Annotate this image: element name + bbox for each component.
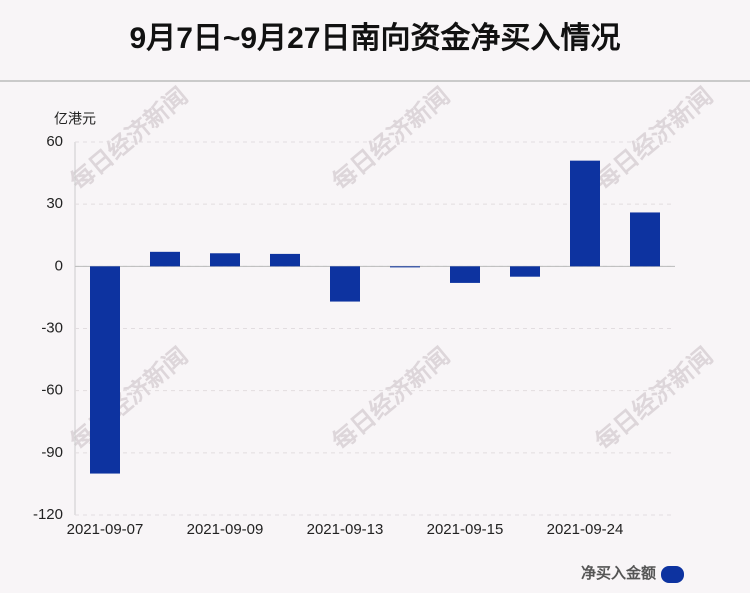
y-tick-label: 0 [55,257,63,274]
bar [450,266,480,283]
x-tick-label: 2021-09-24 [547,521,624,538]
y-tick-label: 60 [46,133,63,150]
y-tick-label: -120 [33,506,63,523]
legend-swatch [661,566,684,583]
y-tick-label: -90 [41,444,63,461]
chart-title: 9月7日~9月27日南向资金净买入情况 [130,21,621,55]
bar [330,266,360,302]
bar [630,212,660,267]
y-tick-label: -60 [41,382,63,399]
bar [150,251,180,267]
x-tick-label: 2021-09-07 [67,521,144,538]
bar [390,266,420,268]
legend-label: 净买入金额 [581,564,656,582]
y-axis-unit: 亿港元 [54,111,96,127]
x-tick-label: 2021-09-13 [307,521,384,538]
y-tick-label: -30 [41,319,63,336]
x-tick-label: 2021-09-09 [187,521,264,538]
bar [270,253,300,267]
bar [90,266,120,474]
x-tick-label: 2021-09-15 [427,521,504,538]
y-tick-label: 30 [46,195,63,212]
bar [570,160,600,267]
bar [510,266,540,277]
bar [210,253,240,267]
